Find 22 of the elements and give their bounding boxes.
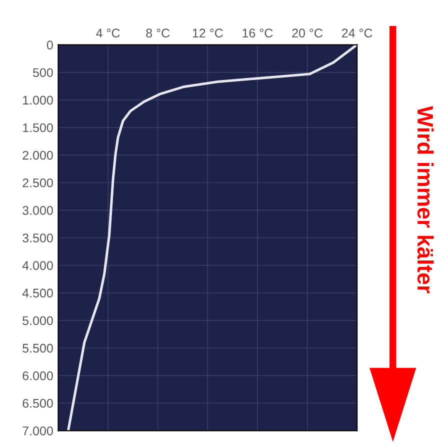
y-tick-label: 5.000 <box>22 316 53 326</box>
x-tick-label: 24 °C <box>342 28 372 38</box>
y-tick-label: 4.000 <box>22 261 53 270</box>
x-tick-label: 16 °C <box>242 28 273 38</box>
y-tick-label: 2.000 <box>22 150 53 160</box>
y-tick-label: 1.000 <box>23 96 53 105</box>
text: Wird immer kälter <box>417 106 434 294</box>
y-tick-label: 2.500 <box>22 178 53 188</box>
y-tick-label: 500 <box>33 68 53 78</box>
y-tick-label: 1.500 <box>23 123 53 132</box>
x-tick-label: 4 °C <box>96 28 120 38</box>
x-tick-label: 12 °C <box>192 28 223 38</box>
y-tick-label: 5.500 <box>22 344 53 353</box>
x-tick-label: 8 °C <box>146 28 170 38</box>
y-tick-label: 6.500 <box>22 398 53 408</box>
y-tick-label: 3.000 <box>22 206 53 215</box>
x-tick-label: 20 °C <box>292 28 322 38</box>
y-tick-label: 4.500 <box>22 288 53 298</box>
y-tick-label: 3.500 <box>22 234 53 242</box>
y-tick-label: 7.000 <box>22 426 53 436</box>
y-tick-label: 0 <box>46 40 53 50</box>
y-tick-label: 6.000 <box>22 371 53 380</box>
